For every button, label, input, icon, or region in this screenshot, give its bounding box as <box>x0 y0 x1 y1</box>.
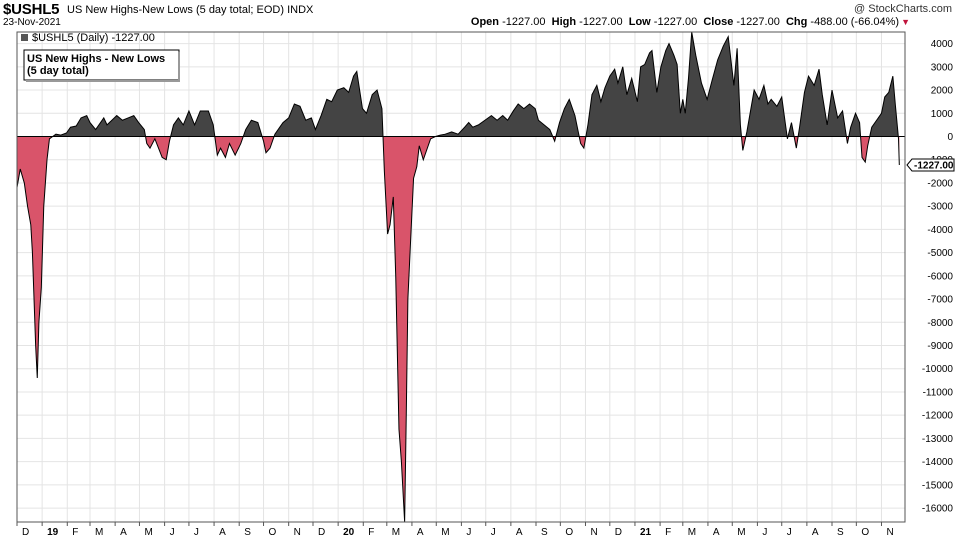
x-tick-label: N <box>886 527 893 538</box>
series-legend: $USHL5 (Daily) -1227.00 <box>21 32 155 44</box>
x-tick-label: A <box>516 527 523 538</box>
x-tick-label: D <box>318 527 325 538</box>
low-value: -1227.00 <box>653 16 698 28</box>
x-tick-label: F <box>665 527 671 538</box>
x-tick-label: A <box>219 527 226 538</box>
y-tick-label: -12000 <box>922 411 954 422</box>
annotation-line-1: US New Highs - New Lows <box>27 53 165 65</box>
x-axis: D 19 F M A M J J A S O N D 20 F M A M J J A S O N D 21 F M A M J J A S O N <box>16 522 894 538</box>
close-value: -1227.00 <box>736 16 780 28</box>
x-tick-label: O <box>269 527 277 538</box>
y-tick-label: -15000 <box>922 480 954 491</box>
x-tick-label: D <box>615 527 622 538</box>
x-tick-label: A <box>812 527 819 538</box>
x-tick-label: M <box>737 527 745 538</box>
x-tick-label: M <box>441 527 449 538</box>
down-arrow-icon: ▼ <box>901 17 910 27</box>
y-tick-label: -13000 <box>922 434 954 445</box>
x-tick-label: O <box>861 527 869 538</box>
annotation-line-2: (5 day total) <box>27 65 89 77</box>
stockcharts-brand[interactable]: @ StockCharts.com <box>854 3 952 15</box>
y-tick-label: -16000 <box>922 504 954 515</box>
x-tick-label: J <box>787 527 792 538</box>
y-tick-label: -5000 <box>927 248 953 259</box>
chart-subtitle: US New Highs-New Lows (5 day total; EOD)… <box>67 4 314 16</box>
low-label: Low <box>628 16 651 28</box>
symbol-title: $USHL5 <box>3 1 60 18</box>
last-value-marker <box>906 158 955 172</box>
x-tick-label: 21 <box>640 527 652 538</box>
y-tick-label: -4000 <box>927 225 953 236</box>
x-tick-label: 19 <box>47 527 59 538</box>
x-tick-label: O <box>565 527 573 538</box>
x-tick-label: J <box>194 527 199 538</box>
annotation-box: US New Highs - New Lows (5 day total) <box>23 49 180 82</box>
y-tick-label: -7000 <box>927 295 953 306</box>
y-tick-label: -10000 <box>922 364 954 375</box>
y-axis: 40003000200010000-1000-2000-3000-4000-50… <box>922 39 954 514</box>
y-tick-label: 1000 <box>931 109 954 120</box>
chg-value: -488.00 (-66.04%) <box>810 16 900 28</box>
x-tick-label: J <box>491 527 496 538</box>
series-line <box>16 31 900 523</box>
series-swatch <box>21 34 28 41</box>
x-tick-label: F <box>72 527 78 538</box>
y-tick-label: 0 <box>947 132 953 143</box>
x-tick-label: A <box>120 527 127 538</box>
y-tick-label: -11000 <box>923 387 954 398</box>
x-tick-label: J <box>466 527 471 538</box>
y-tick-label: 2000 <box>931 86 954 97</box>
chg-label: Chg <box>785 16 808 28</box>
x-tick-label: M <box>95 527 103 538</box>
y-tick-label: -3000 <box>927 202 953 213</box>
chart-date: 23-Nov-2021 <box>3 17 61 28</box>
y-tick-label: -8000 <box>927 318 953 329</box>
close-label: Close <box>703 16 734 28</box>
high-label: High <box>551 16 577 28</box>
y-tick-label: -2000 <box>927 178 953 189</box>
quote-bar: Open -1227.00 High -1227.00 Low -1227.00… <box>471 16 910 28</box>
x-tick-label: F <box>368 527 374 538</box>
x-tick-label: N <box>294 527 301 538</box>
x-tick-label: M <box>392 527 400 538</box>
open-label: Open <box>470 16 500 28</box>
high-value: -1227.00 <box>579 16 623 28</box>
x-tick-label: S <box>244 527 251 538</box>
series-label: $USHL5 (Daily) -1227.00 <box>32 32 155 44</box>
positive-area <box>17 32 900 137</box>
x-tick-label: J <box>170 527 175 538</box>
plot-area <box>16 31 905 523</box>
negative-area <box>17 136 900 522</box>
x-tick-label: S <box>837 527 844 538</box>
x-tick-label: A <box>417 527 424 538</box>
chart-header: $USHL5 US New Highs-New Lows (5 day tota… <box>0 0 960 32</box>
last-value-label: -1227.00 <box>914 160 954 171</box>
x-tick-label: J <box>762 527 767 538</box>
y-tick-label: -14000 <box>922 457 954 468</box>
y-tick-label: 4000 <box>931 39 954 50</box>
x-tick-label: 20 <box>343 527 355 538</box>
open-value: -1227.00 <box>502 16 546 28</box>
y-tick-label: -6000 <box>927 271 953 282</box>
y-tick-label: -9000 <box>927 341 953 352</box>
x-tick-label: A <box>713 527 720 538</box>
last-value-tag: -1227.00 <box>906 158 955 172</box>
x-tick-label: M <box>144 527 152 538</box>
x-tick-label: S <box>541 527 548 538</box>
x-tick-label: M <box>688 527 696 538</box>
x-tick-label: D <box>22 527 29 538</box>
x-tick-label: N <box>590 527 597 538</box>
y-tick-label: 3000 <box>931 62 954 73</box>
